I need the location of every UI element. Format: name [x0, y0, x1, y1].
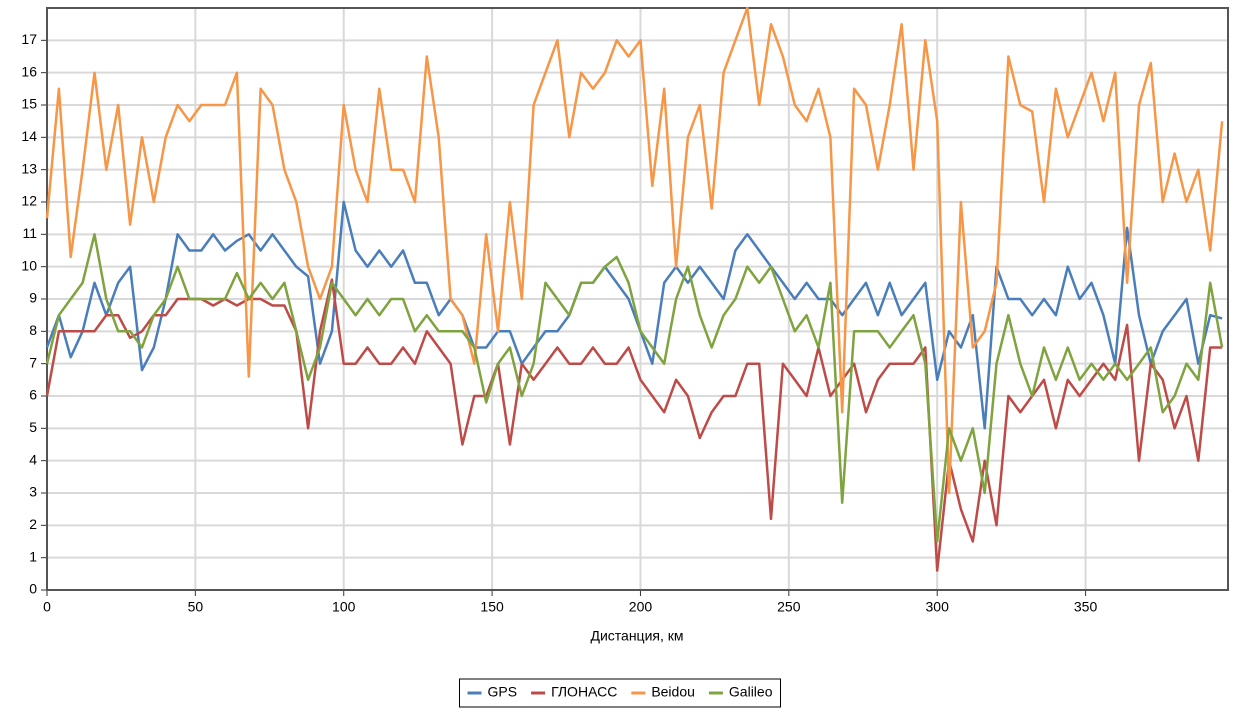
series-line	[45, 200, 1223, 430]
y-tick-label: 17	[21, 31, 37, 47]
series-line	[45, 278, 1223, 572]
y-tick-label: 3	[29, 484, 37, 500]
y-tick-label: 5	[29, 419, 37, 435]
x-tick-label: 200	[629, 599, 653, 615]
x-tick-label: 250	[777, 599, 801, 615]
y-tick-label: 6	[29, 387, 37, 403]
x-tick-label: 50	[188, 599, 204, 615]
y-tick-label: 2	[29, 516, 37, 532]
x-tick-label: 100	[332, 599, 356, 615]
series-line	[45, 233, 1224, 543]
legend-label: Beidou	[651, 684, 695, 700]
x-tick-label: 0	[43, 599, 51, 615]
legend-label: Galileo	[729, 684, 773, 700]
y-tick-label: 0	[29, 581, 37, 597]
y-tick-label: 13	[21, 160, 37, 176]
x-tick-label: 350	[1074, 599, 1098, 615]
y-tick-label: 1	[29, 548, 37, 564]
y-tick-label: 14	[21, 128, 37, 144]
y-tick-label: 4	[29, 451, 37, 467]
series-line	[45, 6, 1224, 495]
y-tick-label: 10	[21, 257, 37, 273]
x-tick-label: 300	[926, 599, 950, 615]
legend: GPS ГЛОНАСС Beidou Galileo	[459, 678, 781, 708]
x-tick-label: 150	[480, 599, 504, 615]
x-axis-label: Дистанция, км	[590, 628, 683, 644]
y-tick-label: 12	[21, 193, 37, 209]
legend-label: ГЛОНАСС	[551, 684, 617, 700]
y-tick-label: 11	[22, 225, 37, 241]
y-tick-label: 15	[21, 96, 37, 112]
legend-label: GPS	[488, 684, 518, 700]
legend-box	[459, 678, 781, 708]
y-tick-label: 8	[29, 322, 37, 338]
y-tick-label: 7	[29, 354, 37, 370]
plot-frame	[46, 7, 1229, 591]
y-tick-label: 16	[21, 63, 37, 79]
y-tick-label: 9	[29, 290, 37, 306]
